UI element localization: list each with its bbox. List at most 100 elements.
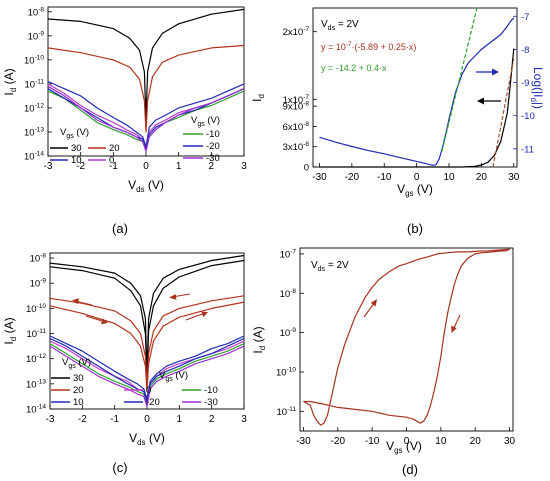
y-tick-label: 10-8 [280, 288, 297, 300]
panel-a-legend-right-entries: -10 -20 -30 [183, 129, 220, 164]
y-tick-label: 0 [304, 163, 309, 174]
y-tick-label: 10-11 [27, 328, 47, 340]
x-tick-label: 20 [470, 436, 482, 447]
x-tick-label: 1 [176, 161, 182, 172]
y-tick-label: 10-13 [24, 126, 44, 138]
panel-b-green-fit-equation: y = -14.2 + 0.4·x [321, 63, 387, 73]
x-tick-label: -3 [46, 414, 55, 425]
legend-label: 30 [71, 143, 82, 154]
x-tick-label: 3 [241, 161, 247, 172]
legend-label: 0 [146, 385, 151, 396]
y-tick-label: 10-10 [24, 54, 44, 66]
panel-c-sweep-arrow [169, 294, 190, 300]
legend-label: -10 [206, 129, 220, 140]
x-tick-label: -3 [44, 161, 53, 172]
panel-c-label: (c) [112, 460, 127, 475]
legend-label: 30 [73, 373, 84, 384]
panel-a: -3 -2 -1 0 1 2 3 10-810-910-1010-1110-1210-131… [2, 6, 247, 236]
y2-tick-label: -9 [521, 78, 529, 89]
x-tick-label: 30 [508, 172, 520, 183]
y2-tick-label: -11 [521, 144, 534, 155]
y2-tick-label: -8 [521, 45, 529, 56]
panel-b: -30 -20 -10 0 10 20 30 0 3x10-8 6x10-8 9x10-81x10… [250, 6, 545, 236]
panel-a-legend-right-title: Vgs (V) [191, 115, 220, 128]
panel-c: -3 -2 -1 0 1 2 3 10-8 10-9 10-10 10-11 10-12 10-13 1… [2, 253, 247, 475]
panel-c-x-ticks: -3 -2 -1 0 1 2 3 [46, 405, 248, 425]
panel-b-plot-frame [313, 8, 517, 167]
y-tick-label: 10-14 [26, 404, 46, 416]
x-tick-label: -20 [331, 436, 346, 447]
legend-label: 10 [71, 155, 82, 166]
y-tick-label: 10-11 [25, 78, 45, 90]
x-tick-label: 10 [435, 436, 447, 447]
x-tick-label: -10 [377, 172, 392, 183]
y-tick-label: 10-8 [30, 253, 47, 265]
panel-b-red-fit-equation: y = 10-7·(-5.89 + 0.25·x) [321, 41, 416, 52]
panel-c-y-axis-label: Id (A) [2, 317, 18, 344]
panel-b-left-axis-arrow [477, 98, 501, 105]
x-tick-label: 10 [443, 172, 455, 183]
y-tick-label: 3x10-8 [283, 141, 310, 153]
panel-c-x-axis-label: Vds (V) [129, 431, 165, 447]
y2-tick-label: -7 [521, 12, 529, 23]
x-tick-label: 0 [143, 161, 149, 172]
y-tick-label: 10-11 [277, 406, 297, 418]
y-tick-label: 10-10 [26, 303, 46, 315]
panel-d-sweep-arrow-up [364, 299, 377, 317]
x-tick-label: -2 [78, 414, 87, 425]
panel-b-vds-annotation: Vds = 2V [321, 19, 359, 32]
panel-c-legend-right-title: Vgs (V) [159, 370, 188, 383]
y-tick-label: 10-9 [280, 327, 297, 339]
y-tick-label: 10-10 [276, 366, 296, 378]
legend-label: -30 [206, 153, 220, 164]
panel-d-label: (d) [402, 462, 418, 477]
y-tick-label: 10-13 [26, 378, 46, 390]
panel-d-y-axis-label: Id (A) [251, 326, 267, 353]
legend-label: 20 [73, 385, 84, 396]
y-tick-label: 10-8 [28, 6, 45, 18]
x-tick-label: 2 [209, 414, 215, 425]
x-tick-label: -30 [296, 436, 311, 447]
legend-label: 10 [73, 397, 84, 408]
panel-c-legend-left-title: Vgs (V) [62, 357, 91, 370]
x-tick-label: 0 [144, 414, 150, 425]
panel-c-legend-right-entries: 0 -10 -20 -30 [124, 385, 218, 408]
panel-a-y-axis-label: Id (A) [2, 68, 18, 95]
legend-label: -20 [206, 141, 220, 152]
panel-b-y-axis-label: Id [250, 94, 266, 102]
panel-c-legend-left-entries: 30 20 10 [51, 373, 84, 408]
series-line [303, 249, 509, 425]
legend-label: 20 [109, 143, 120, 154]
y-tick-label: 10-7 [280, 248, 297, 260]
y-tick-label: 10-9 [28, 30, 45, 42]
y-tick-label: 6x10-8 [283, 121, 310, 133]
panel-b-y2-axis-label: Log(|Id|) [529, 67, 545, 109]
panel-c-sweep-arrow [72, 298, 92, 305]
panel-d-plot-frame [300, 248, 513, 431]
y2-tick-label: -10 [521, 111, 535, 122]
x-tick-label: -20 [345, 172, 360, 183]
panel-b-x-ticks: -30 -20 -10 0 10 20 30 [312, 163, 520, 183]
legend-label: -10 [204, 385, 218, 396]
panel-d: -30 -20 -10 0 10 20 30 10-710-810-910-1010-11 … [251, 248, 516, 477]
y-tick-label: 2x10-7 [283, 26, 310, 38]
panel-b-right-axis-arrow [476, 69, 499, 76]
legend-label: -30 [204, 397, 218, 408]
x-tick-label: 1 [177, 414, 183, 425]
legend-label: -20 [146, 397, 160, 408]
panel-d-series [303, 249, 509, 425]
panel-b-label: (b) [407, 221, 423, 236]
panel-b-x-axis-label: Vgs (V) [397, 182, 433, 198]
panel-a-legend-left-title: Vgs (V) [60, 127, 89, 140]
panel-d-x-axis-label: Vgs (V) [386, 439, 422, 455]
panel-a-x-axis-label: Vds (V) [128, 178, 164, 194]
y-tick-label: 10-12 [26, 353, 46, 365]
legend-label: 0 [109, 155, 114, 166]
x-tick-label: 30 [504, 436, 516, 447]
series-line [320, 18, 514, 165]
x-tick-label: 3 [241, 414, 247, 425]
y-tick-label: 10-9 [30, 278, 47, 290]
panel-a-label: (a) [112, 221, 128, 236]
